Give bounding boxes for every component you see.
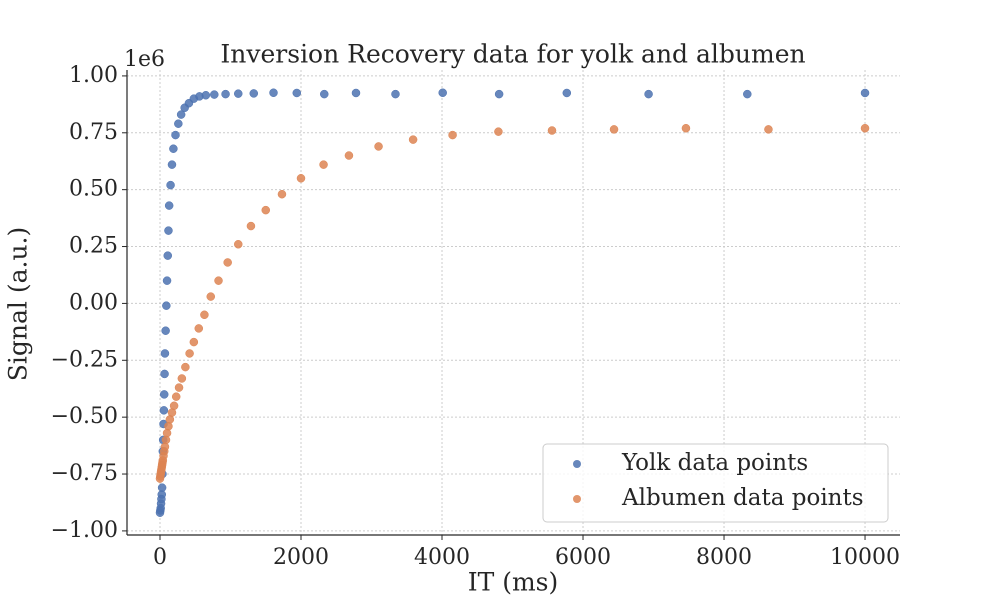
- point: [234, 89, 243, 98]
- point: [181, 362, 190, 372]
- point: [189, 337, 199, 347]
- point: [185, 349, 194, 358]
- point: [174, 383, 184, 392]
- y-tick-label: −1.00: [51, 518, 118, 543]
- x-axis-label: IT (ms): [468, 568, 559, 597]
- y-tick-label: 0.50: [69, 177, 118, 202]
- point: [448, 130, 457, 140]
- y-tick-label: −0.50: [51, 404, 118, 429]
- point: [201, 91, 211, 100]
- point: [159, 406, 169, 415]
- point: [249, 89, 259, 98]
- y-tick-label: −0.75: [51, 461, 118, 486]
- point: [562, 88, 572, 98]
- point: [177, 374, 187, 383]
- point: [163, 251, 173, 260]
- x-tick-label: 6000: [555, 545, 611, 570]
- y-offset-label: 1e6: [124, 47, 165, 72]
- legend-label: Yolk data points: [621, 450, 808, 476]
- point: [167, 160, 177, 169]
- point: [494, 89, 504, 99]
- point: [171, 392, 181, 401]
- point: [391, 89, 400, 99]
- point: [164, 422, 173, 431]
- legend-marker: [573, 460, 581, 468]
- chart-title: Inversion Recovery data for yolk and alb…: [220, 40, 805, 69]
- point: [246, 221, 256, 231]
- legend-marker: [573, 495, 581, 503]
- point: [221, 89, 230, 99]
- point: [161, 326, 170, 335]
- point: [261, 205, 271, 215]
- point: [200, 310, 209, 320]
- point: [494, 127, 503, 136]
- point: [166, 180, 175, 190]
- legend: [542, 443, 889, 523]
- point: [319, 160, 328, 169]
- x-tick-label: 2000: [273, 545, 329, 570]
- point: [206, 292, 216, 301]
- point: [169, 144, 178, 153]
- point: [277, 189, 287, 199]
- point: [547, 126, 557, 135]
- y-tick-label: 1.00: [69, 63, 118, 88]
- legend-label: Albumen data points: [621, 485, 864, 511]
- point: [194, 324, 204, 333]
- point: [292, 88, 302, 98]
- point: [860, 88, 870, 98]
- point: [860, 123, 870, 133]
- point: [408, 135, 418, 144]
- point: [223, 258, 232, 267]
- y-tick-label: −0.25: [51, 347, 118, 372]
- point: [160, 369, 169, 379]
- point: [764, 125, 773, 134]
- point: [164, 226, 173, 235]
- point: [162, 301, 171, 310]
- point: [176, 110, 186, 119]
- point: [160, 349, 170, 358]
- point: [296, 174, 306, 183]
- point: [681, 123, 691, 133]
- point: [157, 483, 167, 492]
- x-tick-label: 10000: [830, 545, 900, 570]
- point: [344, 151, 354, 160]
- point: [374, 142, 383, 151]
- point: [214, 276, 223, 285]
- y-tick-label: 0.00: [69, 290, 118, 315]
- x-tick-label: 8000: [696, 545, 752, 570]
- point: [159, 390, 169, 399]
- point: [174, 119, 183, 128]
- point: [644, 89, 653, 99]
- point: [743, 89, 752, 99]
- x-tick-label: 4000: [414, 545, 470, 570]
- point: [210, 90, 219, 99]
- y-axis-label: Signal (a.u.): [4, 227, 33, 381]
- y-tick-label: 0.25: [69, 234, 118, 259]
- point: [351, 88, 361, 98]
- point: [320, 89, 329, 99]
- point: [162, 276, 172, 285]
- x-tick-label: 0: [153, 545, 167, 570]
- point: [164, 201, 174, 210]
- point: [162, 428, 172, 438]
- point: [269, 88, 278, 97]
- point: [169, 401, 179, 411]
- point: [171, 130, 180, 140]
- marks: [155, 88, 870, 517]
- y-tick-label: 0.75: [69, 120, 118, 145]
- point: [234, 240, 243, 249]
- point: [609, 125, 619, 134]
- point: [438, 88, 447, 97]
